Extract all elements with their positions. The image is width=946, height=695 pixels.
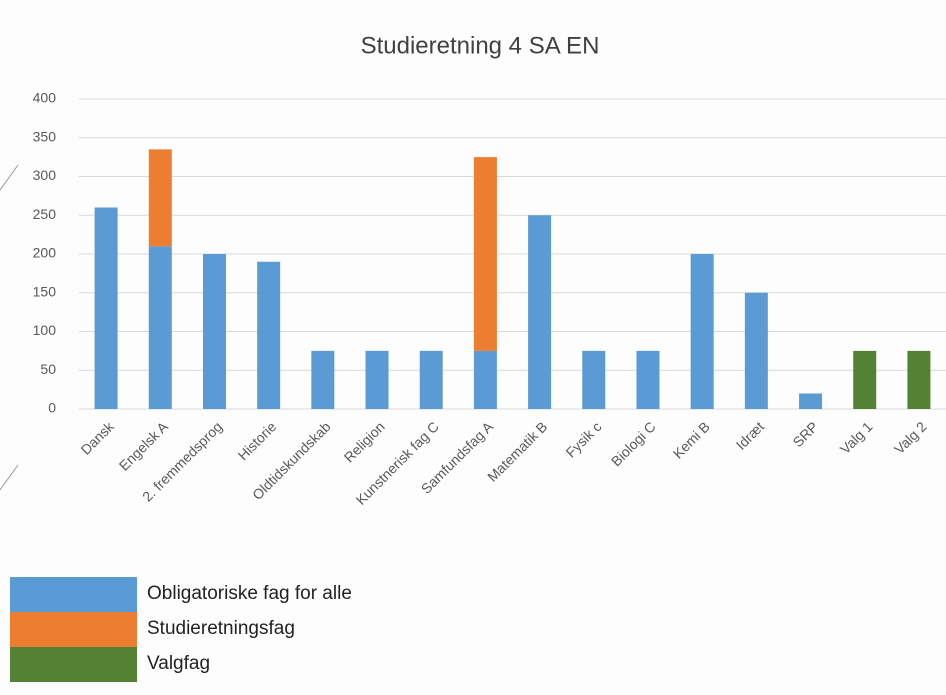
bar-segment	[528, 215, 552, 409]
bar-segment	[94, 207, 118, 409]
bar-segment	[907, 350, 931, 409]
y-tick-label: 150	[33, 283, 57, 299]
decoration	[0, 464, 19, 491]
y-tick-label: 0	[48, 400, 56, 416]
y-tick-label: 300	[33, 167, 57, 183]
decoration	[0, 164, 19, 191]
legend-label: Valgfag	[147, 653, 210, 674]
bar-segment	[419, 350, 443, 409]
bar-segment	[148, 246, 172, 409]
y-tick-label: 50	[40, 361, 56, 377]
bar-segment	[257, 261, 281, 409]
legend-swatch	[10, 577, 137, 612]
y-tick-label: 400	[33, 90, 57, 106]
bar-segment	[853, 350, 877, 409]
bar-segment	[365, 350, 389, 409]
bar-segment	[799, 393, 823, 409]
bar-segment	[690, 254, 714, 409]
bar-segment	[473, 157, 497, 351]
legend-swatch	[10, 647, 137, 682]
y-tick-label: 350	[33, 128, 57, 144]
bar-segment	[582, 350, 606, 409]
bar-segment	[311, 350, 335, 409]
bar-segment	[148, 149, 172, 247]
y-tick-label: 100	[33, 322, 57, 338]
legend-swatch	[10, 612, 137, 647]
chart-title: Studieretning 4 SA EN	[361, 32, 600, 59]
bar-segment	[473, 350, 497, 409]
legend-label: Obligatoriske fag for alle	[147, 583, 352, 604]
legend-label: Studieretningsfag	[147, 618, 295, 639]
bar-segment	[744, 292, 768, 409]
y-tick-label: 250	[33, 206, 57, 222]
y-tick-label: 200	[33, 245, 57, 261]
bar-segment	[202, 254, 226, 409]
bar-segment	[636, 350, 660, 409]
